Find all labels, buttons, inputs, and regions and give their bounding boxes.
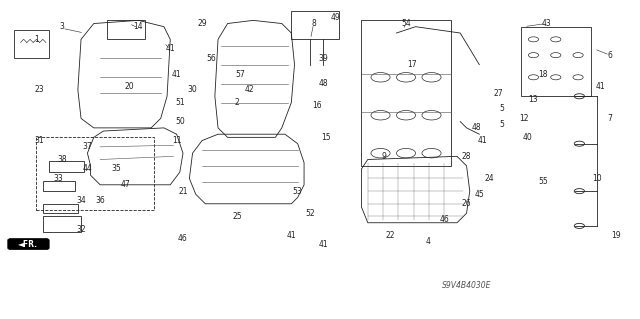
Text: 4: 4 — [426, 237, 431, 246]
Bar — [14, 30, 49, 58]
Text: 41: 41 — [477, 136, 487, 145]
Text: 33: 33 — [54, 174, 63, 183]
Text: 52: 52 — [306, 209, 316, 218]
Text: 45: 45 — [474, 190, 484, 199]
Text: 36: 36 — [95, 196, 105, 205]
Text: 56: 56 — [207, 54, 216, 63]
Text: 8: 8 — [311, 19, 316, 28]
Text: 41: 41 — [596, 82, 605, 91]
Text: 39: 39 — [318, 54, 328, 63]
Text: 28: 28 — [462, 152, 471, 161]
Text: 41: 41 — [172, 70, 181, 78]
Text: 41: 41 — [318, 241, 328, 249]
Text: 54: 54 — [401, 19, 411, 28]
Text: 3: 3 — [60, 22, 65, 31]
Text: 53: 53 — [293, 187, 303, 196]
Text: 23: 23 — [35, 85, 44, 94]
Bar — [521, 27, 591, 96]
Text: 26: 26 — [461, 199, 472, 208]
Text: 46: 46 — [178, 234, 188, 243]
Bar — [43, 216, 81, 232]
Text: 55: 55 — [538, 177, 548, 186]
Text: 22: 22 — [385, 231, 395, 240]
Bar — [362, 20, 451, 166]
Text: 14: 14 — [134, 22, 143, 31]
Text: 5: 5 — [499, 120, 504, 129]
Text: 51: 51 — [175, 98, 184, 107]
Text: 7: 7 — [607, 114, 612, 123]
Text: 49: 49 — [331, 13, 341, 22]
Text: 47: 47 — [121, 180, 131, 189]
Text: 40: 40 — [522, 133, 532, 142]
Text: 21: 21 — [179, 187, 188, 196]
Text: 41: 41 — [166, 44, 175, 53]
Bar — [49, 161, 84, 172]
Text: 34: 34 — [76, 196, 86, 205]
Text: 46: 46 — [440, 215, 449, 224]
Text: 37: 37 — [83, 142, 92, 151]
Text: 48: 48 — [318, 79, 328, 88]
Text: 18: 18 — [538, 70, 548, 78]
FancyBboxPatch shape — [8, 239, 49, 250]
Text: 31: 31 — [35, 136, 44, 145]
Bar — [43, 181, 75, 191]
Text: 29: 29 — [197, 19, 207, 28]
Text: 35: 35 — [111, 165, 121, 174]
Text: 57: 57 — [236, 70, 245, 78]
Text: 27: 27 — [493, 89, 503, 98]
Text: 32: 32 — [76, 225, 86, 234]
Text: 16: 16 — [312, 101, 322, 110]
Text: 6: 6 — [607, 51, 612, 60]
Text: 30: 30 — [188, 85, 197, 94]
Text: ◄FR.: ◄FR. — [18, 240, 38, 249]
Text: 1: 1 — [34, 35, 39, 44]
Bar — [36, 137, 154, 210]
Text: 42: 42 — [245, 85, 255, 94]
Text: 44: 44 — [83, 165, 92, 174]
Text: 13: 13 — [529, 95, 538, 104]
Text: S9V4B4030E: S9V4B4030E — [442, 281, 492, 291]
Text: 50: 50 — [175, 117, 185, 126]
Text: 20: 20 — [124, 82, 134, 91]
Bar — [106, 20, 145, 39]
Bar — [291, 11, 339, 39]
Text: 19: 19 — [611, 231, 621, 240]
Text: 11: 11 — [172, 136, 181, 145]
Text: 9: 9 — [381, 152, 386, 161]
Bar — [43, 204, 78, 213]
Text: 48: 48 — [471, 123, 481, 132]
Text: 17: 17 — [408, 60, 417, 69]
Text: 5: 5 — [499, 104, 504, 113]
Text: 25: 25 — [232, 212, 242, 221]
Text: 38: 38 — [57, 155, 67, 164]
Text: 43: 43 — [541, 19, 551, 28]
Text: 41: 41 — [287, 231, 296, 240]
Text: 10: 10 — [593, 174, 602, 183]
Text: 12: 12 — [519, 114, 529, 123]
Text: 2: 2 — [235, 98, 239, 107]
Text: 15: 15 — [321, 133, 331, 142]
Text: 24: 24 — [484, 174, 493, 183]
